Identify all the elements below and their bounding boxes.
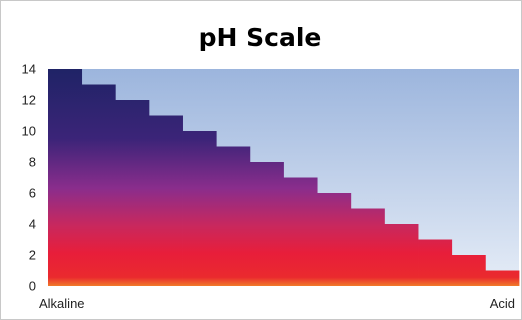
bar-6	[216, 146, 251, 286]
y-tick-label: 6	[29, 186, 36, 201]
bar-9	[317, 193, 352, 286]
bar-4	[148, 115, 183, 286]
bar-11	[384, 224, 419, 286]
x-label-acid: Acid	[490, 296, 515, 311]
y-tick-label: 10	[22, 124, 36, 139]
y-tick-label: 12	[22, 93, 36, 108]
y-axis: 0 2 4 6 8 10 12 14	[22, 62, 36, 294]
chart-title: pH Scale	[199, 23, 322, 52]
bar-8	[283, 177, 318, 286]
y-tick-label: 4	[29, 217, 36, 232]
y-tick-label: 8	[29, 155, 36, 170]
bar-10	[350, 208, 385, 286]
x-label-alkaline: Alkaline	[39, 296, 85, 311]
bar-13	[451, 255, 486, 286]
bar-1	[48, 69, 83, 286]
bar-5	[182, 131, 217, 286]
bars-group	[48, 69, 520, 286]
y-tick-label: 2	[29, 248, 36, 263]
y-tick-label: 14	[22, 62, 36, 77]
bar-2	[81, 84, 116, 286]
y-tick-label: 0	[29, 279, 36, 294]
bar-12	[418, 239, 453, 286]
bar-3	[115, 100, 150, 286]
bar-7	[249, 162, 284, 286]
bar-14	[485, 270, 520, 286]
